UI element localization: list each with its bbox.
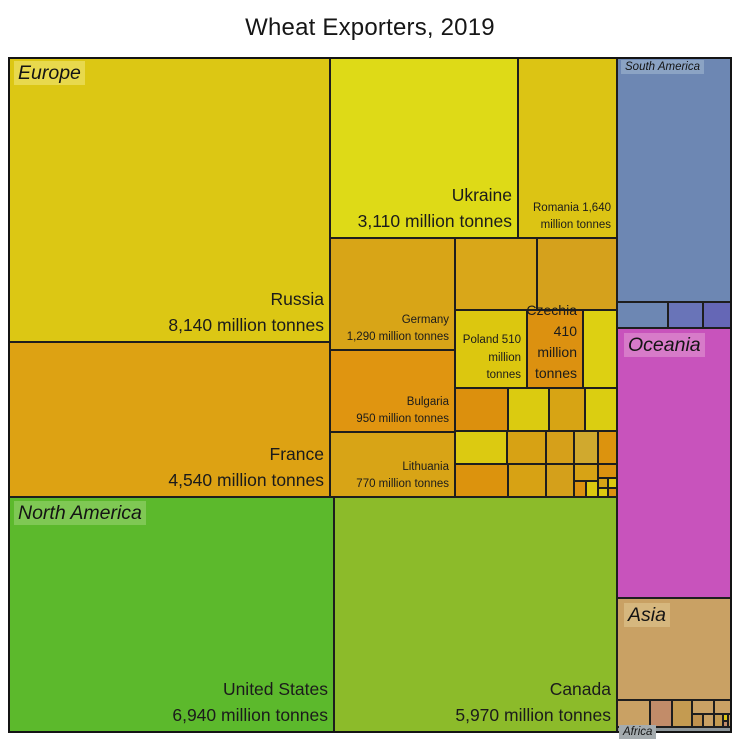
treemap-cell-europe-21 [608, 478, 617, 488]
chart-title: Wheat Exporters, 2019 [245, 14, 495, 41]
treemap-cell-europe-13 [455, 464, 508, 497]
treemap-cell-asia-5 [692, 700, 714, 714]
treemap-cell-europe-16 [574, 464, 598, 481]
treemap-cell-europe-17 [598, 464, 617, 478]
treemap-cell-south-america-3 [668, 302, 703, 328]
region-label-north-america: North America [14, 501, 146, 526]
treemap-cell-oceania-1 [617, 328, 732, 598]
treemap-cell-europe-14 [508, 464, 546, 497]
treemap-cell-europe-11 [574, 431, 598, 464]
treemap-cell-europe-4 [455, 388, 508, 431]
cell-label-united-states: United States 6,940 million tonnes [172, 678, 328, 725]
treemap-cell-poland: Poland 510 million tonnes [455, 310, 527, 388]
treemap-cell-bulgaria: Bulgaria 950 million tonnes [330, 350, 455, 432]
region-label-asia: Asia [624, 603, 670, 628]
treemap-cell-europe-8 [455, 431, 507, 464]
treemap-cell-asia-7 [703, 714, 714, 727]
treemap-cell-asia-9 [714, 714, 723, 727]
treemap-cell-europe-20 [598, 478, 608, 488]
treemap-cell-europe-23 [608, 488, 617, 497]
treemap-cell-europe-10 [546, 431, 574, 464]
treemap-cell-europe-5 [508, 388, 549, 431]
treemap-cell-europe-22 [598, 488, 608, 497]
treemap-cell-asia-11 [723, 721, 728, 727]
cell-label-czechia: Czechia 410 million tonnes [526, 302, 577, 381]
treemap-cell-asia-4 [672, 700, 692, 727]
treemap-cell-south-america-2 [617, 302, 668, 328]
cell-label-poland: Poland 510 million tonnes [462, 334, 521, 381]
treemap-cell-germany: Germany 1,290 million tonnes [330, 238, 455, 350]
cell-label-france: France 4,540 million tonnes [168, 443, 324, 490]
treemap-cell-europe-2 [537, 238, 617, 310]
treemap-cell-europe-3 [583, 310, 617, 388]
region-label-africa: Africa [619, 725, 657, 740]
treemap-cell-europe-12 [598, 431, 617, 464]
treemap-cell-europe-18 [574, 481, 586, 497]
treemap-cell-lithuania: Lithuania 770 million tonnes [330, 432, 455, 497]
treemap-cell-asia-3 [650, 700, 672, 727]
treemap-cell-south-america-4 [703, 302, 732, 328]
cell-label-ukraine: Ukraine 3,110 million tonnes [357, 184, 512, 231]
treemap-cell-europe-7 [585, 388, 617, 431]
chart-frame [8, 57, 732, 733]
cell-label-canada: Canada 5,970 million tonnes [455, 678, 611, 725]
treemap-cell-france: France 4,540 million tonnes [8, 342, 330, 497]
cell-label-lithuania: Lithuania 770 million tonnes [356, 460, 449, 490]
treemap-cell-europe-6 [549, 388, 585, 431]
treemap-cell-europe-1 [455, 238, 537, 310]
cell-label-romania: Romania 1,640 million tonnes [533, 201, 611, 231]
treemap-cell-russia: Russia 8,140 million tonnes [8, 57, 330, 342]
region-label-oceania: Oceania [624, 333, 705, 358]
treemap-cell-asia-10 [723, 714, 728, 721]
cell-label-russia: Russia 8,140 million tonnes [168, 288, 324, 335]
treemap-cell-europe-9 [507, 431, 546, 464]
cell-label-germany: Germany 1,290 million tonnes [346, 313, 449, 343]
region-label-south-america: South America [621, 60, 704, 75]
treemap-cell-romania: Romania 1,640 million tonnes [518, 57, 617, 238]
region-label-europe: Europe [14, 61, 85, 86]
treemap-cell-europe-15 [546, 464, 574, 497]
treemap-cell-europe-19 [586, 481, 598, 497]
treemap-cell-czechia: Czechia 410 million tonnes [526, 302, 583, 388]
cell-label-bulgaria: Bulgaria 950 million tonnes [356, 395, 449, 425]
treemap-cell-asia-6 [692, 714, 703, 727]
